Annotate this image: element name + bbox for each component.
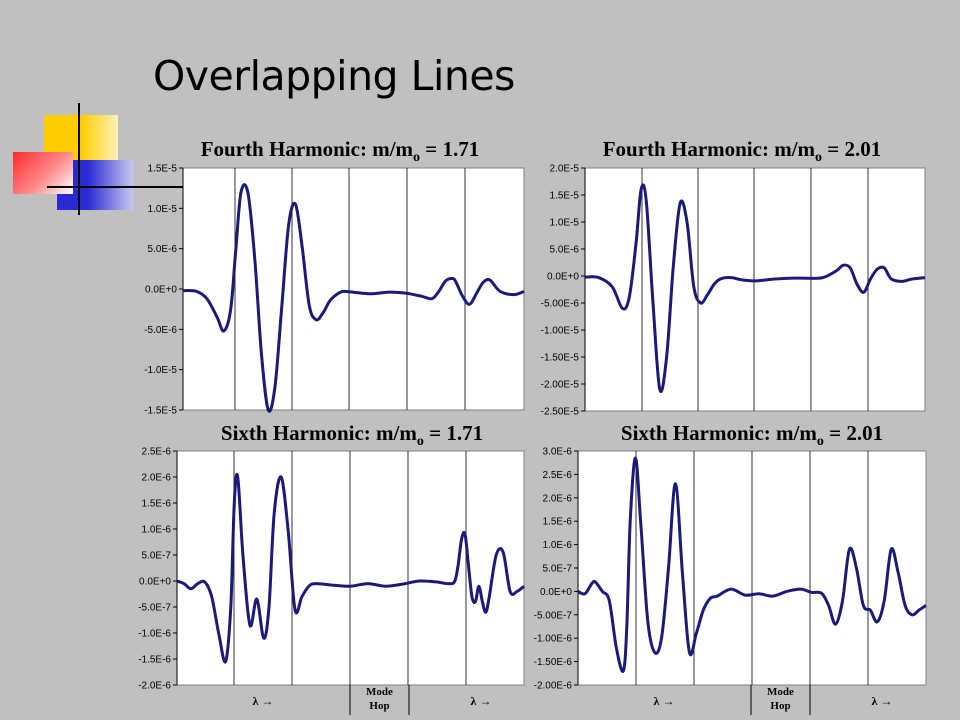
y-tick-label: -5.00E-7	[534, 610, 573, 621]
chart-title: Fourth Harmonic: m/mo = 1.71	[201, 137, 480, 165]
y-tick-label: 2.0E-6	[142, 473, 172, 484]
y-tick-label: -1.50E-6	[534, 657, 573, 668]
x-axis-label-left: λ →	[253, 694, 274, 708]
y-tick-label: -5.0E-6	[144, 325, 177, 336]
x-axis-label-right: λ →	[872, 694, 893, 708]
y-tick-label: -1.5E-6	[138, 655, 171, 666]
y-tick-label: -1.0E-5	[144, 365, 177, 376]
chart-title: Sixth Harmonic: m/mo = 2.01	[621, 421, 883, 449]
y-tick-label: 2.0E-5	[550, 164, 580, 175]
y-tick-label: 2.5E-6	[142, 447, 172, 458]
slide-title: Overlapping Lines	[153, 52, 515, 100]
mode-hop-label: Mode Hop	[767, 686, 794, 712]
y-tick-label: -5.0E-7	[138, 603, 171, 614]
y-tick-label: 0.0E+0	[139, 577, 171, 588]
y-tick-label: 1.0E-6	[543, 540, 573, 551]
y-tick-label: 1.5E-6	[543, 517, 573, 528]
y-tick-label: -1.5E-5	[144, 406, 177, 417]
y-tick-label: 0.0E+0	[145, 285, 177, 296]
y-tick-label: 1.0E-6	[142, 525, 172, 536]
y-tick-label: 1.5E-5	[550, 191, 580, 202]
y-tick-label: -1.00E-6	[534, 634, 573, 645]
y-tick-label: 1.0E-5	[550, 218, 580, 229]
mode-hop-label: Mode Hop	[366, 686, 393, 712]
y-tick-label: -1.00E-5	[541, 326, 580, 337]
y-tick-label: 1.0E-5	[148, 204, 178, 215]
y-tick-label: 5.0E-6	[148, 244, 178, 255]
y-tick-label: -2.50E-5	[541, 407, 580, 418]
y-tick-label: -1.50E-5	[541, 353, 580, 364]
y-tick-label: 0.0E+0	[547, 272, 579, 283]
chart-title: Fourth Harmonic: m/mo = 2.01	[603, 137, 882, 165]
y-tick-label: 5.0E-7	[543, 564, 573, 575]
y-tick-label: 0.0E+0	[540, 587, 572, 598]
y-tick-label: 2.0E-6	[543, 493, 573, 504]
chart-2: 2.0E-5 1.5E-5 1.0E-5 5.0E-6 0.0E+0 -5.00E-6 -1…	[541, 137, 926, 418]
chart-1: 1.5E-5 1.0E-5 5.0E-6 0.0E+0 -5.0E-6 -1.0E-5 -1…	[144, 137, 525, 417]
chart-4: 3.0E-6 2.5E-6 2.0E-6 1.5E-6 1.0E-6 5.0E-7 0.0E…	[534, 421, 927, 715]
chart-3: 2.5E-6 2.0E-6 1.5E-6 1.0E-6 5.0E-7 0.0E+0 -5.0…	[138, 421, 525, 715]
y-tick-label: 1.5E-6	[142, 499, 172, 510]
y-tick-label: -2.00E-5	[541, 380, 580, 391]
y-tick-label: 5.0E-7	[142, 551, 172, 562]
y-tick-label: 1.5E-5	[148, 164, 178, 175]
x-axis-label-left: λ →	[654, 694, 675, 708]
y-tick-label: 5.0E-6	[550, 245, 580, 256]
y-tick-label: -2.00E-6	[534, 681, 573, 692]
y-tick-label: -2.0E-6	[138, 681, 171, 692]
series-line	[176, 472, 525, 664]
y-tick-label: -1.0E-6	[138, 629, 171, 640]
horizontal-rule	[47, 186, 188, 188]
y-tick-label: 3.0E-6	[543, 447, 573, 458]
series-line	[182, 183, 525, 413]
series-line	[577, 456, 927, 673]
x-axis-label-right: λ →	[471, 694, 492, 708]
y-tick-label: -5.00E-6	[541, 299, 580, 310]
series-line	[584, 183, 926, 393]
vertical-rule	[78, 103, 80, 215]
plot-area	[584, 167, 926, 412]
y-tick-label: 2.5E-6	[543, 470, 573, 481]
decorative-squares	[10, 100, 190, 220]
chart-title: Sixth Harmonic: m/mo = 1.71	[221, 421, 483, 449]
